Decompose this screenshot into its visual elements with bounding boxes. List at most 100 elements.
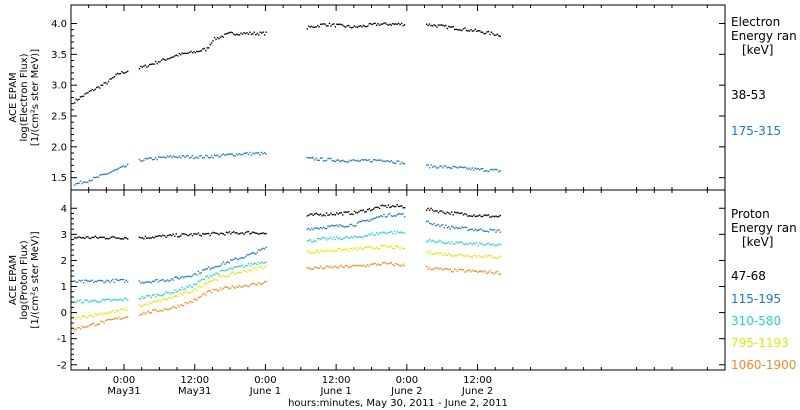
data-point [249, 31, 251, 33]
data-point [490, 216, 493, 218]
data-point [125, 165, 127, 167]
data-point [374, 262, 376, 265]
data-point [451, 270, 453, 273]
data-point [483, 214, 485, 216]
data-point [97, 301, 99, 303]
data-point [340, 264, 342, 267]
data-point [477, 215, 479, 217]
data-point [154, 300, 157, 303]
data-point [365, 246, 367, 248]
data-point [154, 60, 157, 63]
data-point [378, 248, 381, 250]
data-point [446, 27, 449, 30]
data-point [190, 291, 192, 294]
data-point [237, 259, 239, 261]
data-point [371, 218, 373, 220]
data-point [396, 204, 398, 206]
data-point [73, 316, 76, 318]
data-point [333, 160, 335, 162]
data-point [358, 211, 360, 213]
data-point [331, 214, 334, 216]
data-point [367, 208, 369, 211]
data-point [215, 265, 217, 268]
data-point [225, 231, 228, 234]
data-point [484, 170, 487, 172]
data-point [156, 235, 158, 238]
data-point [336, 236, 338, 238]
data-point [359, 220, 362, 223]
data-point [73, 184, 76, 186]
data-point [213, 266, 216, 268]
data-point [194, 272, 197, 275]
data-point [90, 280, 92, 282]
data-point [398, 205, 400, 208]
data-point [315, 157, 317, 160]
x-tick-label-date: May31 [178, 386, 211, 397]
data-point [434, 210, 437, 212]
data-point [162, 58, 164, 60]
data-point [107, 80, 110, 83]
data-point [149, 63, 151, 66]
data-point [212, 40, 214, 42]
data-point [141, 160, 144, 162]
data-point [458, 227, 460, 229]
data-point [367, 219, 369, 221]
x-tick-label-time: 12:00 [463, 375, 492, 386]
data-point [187, 154, 189, 157]
data-point [199, 234, 201, 236]
data-point [256, 269, 258, 271]
data-point [427, 252, 429, 254]
data-point [82, 95, 85, 97]
data-point [100, 173, 102, 176]
data-point [240, 286, 242, 288]
data-point [316, 159, 319, 161]
data-point [433, 210, 435, 213]
data-point [177, 236, 179, 238]
data-point [244, 284, 247, 287]
data-point [451, 26, 453, 28]
data-point [190, 301, 192, 303]
data-point [197, 280, 200, 283]
data-point [353, 25, 356, 27]
data-point [347, 24, 350, 27]
data-point [140, 160, 142, 162]
data-point [219, 155, 222, 157]
data-point [321, 237, 323, 239]
data-point [115, 278, 117, 281]
proton-ylabel-line2: log(Proton Flux) [19, 240, 30, 319]
data-point [312, 214, 314, 217]
data-point [437, 223, 440, 226]
data-point [390, 24, 393, 26]
data-point [240, 257, 242, 259]
data-point [319, 23, 322, 25]
data-point [187, 52, 189, 54]
data-point [225, 269, 228, 271]
data-point [308, 268, 310, 270]
data-point [347, 250, 350, 252]
y-tick-label: 2.5 [51, 112, 67, 123]
data-point [169, 297, 172, 299]
x-tick-label-time: 0:00 [113, 375, 135, 386]
data-point [337, 23, 340, 26]
data-point [489, 216, 491, 218]
data-point [439, 252, 441, 254]
data-point [399, 264, 401, 267]
data-point [202, 232, 204, 235]
data-point [241, 232, 244, 234]
data-point [496, 33, 499, 35]
data-point [218, 289, 220, 292]
data-point [180, 235, 182, 237]
data-point [425, 209, 428, 211]
data-point [390, 262, 393, 264]
data-point [462, 214, 465, 216]
data-point [184, 291, 186, 293]
data-point [327, 248, 329, 251]
data-point [471, 167, 474, 169]
data-point [118, 279, 120, 282]
data-point [400, 22, 403, 25]
data-point [489, 243, 491, 246]
data-point [159, 309, 161, 311]
data-point [230, 287, 232, 289]
data-point [471, 256, 474, 258]
data-point [185, 290, 188, 293]
